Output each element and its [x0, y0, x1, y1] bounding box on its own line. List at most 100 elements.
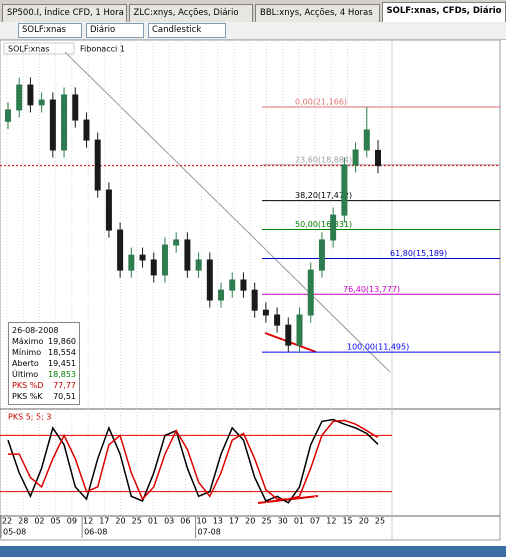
candle-body	[330, 214, 337, 241]
tab-bar: SP500.I, Índice CFD, 1 Hora ZLC:xnys, Ac…	[0, 0, 506, 22]
candle-body	[240, 279, 247, 291]
style-select[interactable]: Candlestick	[148, 23, 226, 38]
info-date: 26-08-2008	[12, 325, 76, 336]
x-tick-label: 07	[310, 517, 320, 526]
candle-body	[206, 259, 213, 301]
x-tick-label: 01	[294, 517, 304, 526]
candle-body	[161, 244, 168, 276]
candle-body	[352, 149, 359, 166]
candle-body	[229, 279, 236, 291]
info-label: Último	[12, 370, 39, 379]
status-strip	[0, 546, 506, 557]
toolbar: SOLF:xnas Diário Candlestick	[0, 22, 506, 40]
fib-label: 38,20(17,472)	[295, 191, 352, 200]
fib-label: 23,60(18,884)	[295, 155, 352, 164]
oscillator-title: PKS 5; 5; 3	[8, 413, 51, 422]
candle-body	[363, 129, 370, 151]
x-tick-label: 13	[213, 517, 223, 526]
candle-body	[251, 289, 258, 311]
x-tick-label: 17	[99, 517, 109, 526]
x-tick-label: 12	[83, 517, 93, 526]
info-row: Mínimo 18,554	[12, 347, 76, 358]
x-tick-label: 12	[326, 517, 336, 526]
month-label: 06-08	[84, 528, 107, 537]
info-value: 77,77	[53, 381, 76, 390]
x-tick-label: 25	[261, 517, 271, 526]
candle-body	[195, 259, 202, 271]
x-tick-label: 01	[148, 517, 158, 526]
tab[interactable]: ZLC:xnys, Acções, Diário	[128, 4, 253, 22]
candle-body	[318, 239, 325, 271]
period-select[interactable]: Diário	[86, 23, 144, 38]
candle-body	[285, 324, 292, 346]
chart: SOLF:xnas Fibonacci 1 PKS 5; 5; 3 22 28 02…	[0, 40, 501, 541]
info-value: 19,860	[48, 337, 76, 346]
study-name: Fibonacci 1	[80, 45, 125, 54]
info-value: 70,51	[53, 392, 76, 401]
candle-body	[296, 314, 303, 346]
month-label: 05-08	[3, 528, 26, 537]
info-value: 18,554	[48, 348, 76, 357]
candle-body	[218, 289, 225, 301]
candle-body	[307, 269, 314, 316]
tab[interactable]: SOLF:xnas, CFDs, Diário	[381, 2, 506, 22]
tab[interactable]: BBL:xnys, Acções, 4 Horas	[255, 4, 380, 22]
fib-label: 50,00(16,331)	[295, 220, 352, 229]
candle-body	[150, 259, 157, 276]
x-tick-label: 15	[342, 517, 352, 526]
info-rows: Máximo 19,860 Mínimo 18,554 Aberto 19,451 Últi…	[12, 336, 76, 380]
info-label: Mínimo	[12, 348, 42, 357]
x-tick-label: 02	[34, 517, 44, 526]
info-value: 19,451	[48, 359, 76, 368]
candle-body	[61, 94, 68, 151]
candle-body	[105, 189, 112, 231]
oscillator-line	[8, 419, 379, 501]
fib-label: 61,80(15,189)	[390, 249, 447, 258]
candle-body	[94, 139, 101, 191]
x-tick-label: 25	[132, 517, 142, 526]
x-tick-label: 20	[359, 517, 369, 526]
candle-body	[184, 239, 191, 271]
candle-body	[5, 109, 11, 122]
candle-body	[38, 99, 45, 106]
fib-label: 76,40(13,777)	[343, 285, 400, 294]
candle-body	[49, 99, 56, 151]
info-row: Máximo 19,860	[12, 336, 76, 347]
candle-body	[274, 314, 281, 326]
x-tick-label: 17	[229, 517, 239, 526]
candle-body	[139, 254, 146, 261]
study-label: SOLF:xnas	[8, 45, 49, 54]
tab[interactable]: SP500.I, Índice CFD, 1 Hora	[2, 4, 127, 22]
info-label: PKS %K	[12, 392, 43, 401]
info-label: Máximo	[12, 337, 44, 346]
x-tick-label: 05	[51, 517, 61, 526]
x-tick-label: 22	[2, 517, 12, 526]
oscillator-line	[7, 418, 379, 504]
x-tick-label: 25	[375, 517, 385, 526]
info-row: PKS %D 77,77	[12, 380, 76, 391]
date: 26-08-2008	[12, 326, 59, 335]
candle-body	[16, 84, 23, 111]
candle-body	[375, 149, 381, 167]
x-tick-label: 09	[67, 517, 77, 526]
candle-body	[173, 239, 180, 246]
symbol-box[interactable]: SOLF:xnas	[18, 23, 82, 38]
candle-body	[262, 309, 269, 316]
candle-body	[117, 229, 124, 271]
x-tick-label: 20	[115, 517, 125, 526]
info-row: PKS %K 70,51	[12, 391, 76, 402]
x-tick-label: 06	[180, 517, 190, 526]
candle-body	[128, 254, 135, 271]
info-row: Último 18,853	[12, 369, 76, 380]
fib-label: 100,00(11,495)	[347, 343, 409, 352]
x-tick-label: 30	[278, 517, 288, 526]
candle-body	[72, 94, 79, 121]
info-label: PKS %D	[12, 381, 44, 390]
candle-body	[341, 164, 348, 216]
info-box: 26-08-2008 Máximo 19,860 Mínimo 18,554 Abert…	[8, 322, 80, 405]
month-label: 07-08	[198, 528, 221, 537]
trend-line	[64, 51, 391, 373]
candle-body	[27, 84, 34, 106]
x-tick-label: 03	[164, 517, 174, 526]
fib-label: 0,00(21,166)	[295, 97, 347, 106]
